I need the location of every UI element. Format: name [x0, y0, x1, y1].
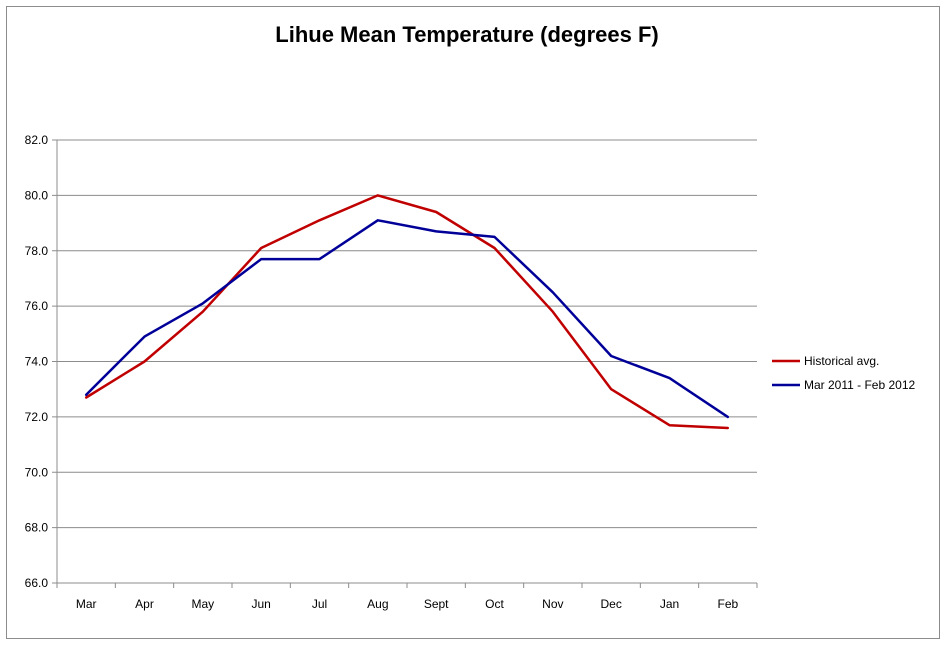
x-tick-label: Dec — [600, 597, 621, 611]
y-tick-label: 80.0 — [25, 188, 49, 202]
y-tick-label: 82.0 — [25, 133, 49, 147]
series-line-1 — [84, 194, 730, 430]
axes — [52, 139, 758, 588]
x-tick-label: Apr — [135, 597, 154, 611]
chart-title: Lihue Mean Temperature (degrees F) — [275, 22, 659, 47]
legend-label: Historical avg. — [804, 354, 879, 368]
y-tick-label: 68.0 — [25, 521, 49, 535]
legend: Historical avg. Mar 2011 - Feb 2012 — [772, 354, 916, 392]
x-tick-label: May — [191, 597, 214, 611]
gridlines — [57, 139, 757, 584]
y-tick-label: 66.0 — [25, 576, 49, 590]
x-tick-labels: Mar Apr May Jun Jul Aug Sept Oct Nov Dec Jan Feb — [76, 597, 739, 611]
x-tick-label: Feb — [717, 597, 738, 611]
y-tick-label: 70.0 — [25, 465, 49, 479]
chart-frame — [6, 6, 940, 639]
series-lines — [84, 194, 730, 430]
x-tick-label: Sept — [424, 597, 449, 611]
x-tick-label: Nov — [542, 597, 563, 611]
x-tick-label: Oct — [485, 597, 504, 611]
legend-label: Mar 2011 - Feb 2012 — [804, 378, 916, 392]
y-tick-label: 74.0 — [25, 355, 49, 369]
x-tick-label: Jul — [312, 597, 327, 611]
y-tick-labels: 66.0 68.0 70.0 72.0 74.0 76.0 78.0 80.0 82.0 — [25, 133, 49, 590]
x-tick-label: Mar — [76, 597, 97, 611]
y-tick-label: 78.0 — [25, 244, 49, 258]
series-line-2 — [84, 219, 730, 419]
x-tick-label: Aug — [367, 597, 388, 611]
y-tick-label: 76.0 — [25, 299, 49, 313]
y-tick-label: 72.0 — [25, 410, 49, 424]
x-tick-label: Jan — [660, 597, 679, 611]
x-tick-label: Jun — [251, 597, 270, 611]
